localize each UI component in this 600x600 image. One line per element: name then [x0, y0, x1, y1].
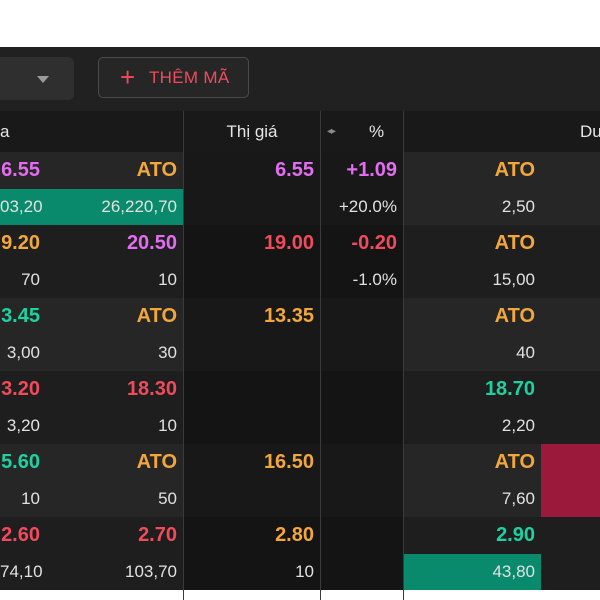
bid-price-1: ATO [136, 159, 177, 181]
ask-price-1: ATO [494, 159, 535, 181]
match-volume [184, 262, 320, 298]
table-row[interactable]: 5.60 ATO 10 50 16.50 ATO 7,60 [0, 444, 600, 517]
bid-price-2: 5.60 [1, 451, 40, 473]
price-change [321, 371, 403, 408]
bid-price-1: 20.50 [126, 232, 177, 254]
ask-volume-1: 43,80 [492, 562, 535, 581]
bid-volume-2: 3,20 [6, 416, 40, 435]
bid-price-1: 2.70 [138, 524, 177, 546]
match-volume [184, 335, 320, 371]
change-percent: -1.0% [352, 270, 397, 289]
column-divider [320, 111, 321, 600]
bid-price-1: 18.30 [126, 378, 177, 400]
match-column-bg [184, 152, 403, 225]
price-board: 6.55 ATO 03,20 26,220,70 6.55 +1.09 +20.0% ATO 2… [0, 152, 600, 590]
column-divider [403, 111, 404, 600]
match-column-bg [184, 298, 403, 371]
header-percent-label: % [369, 122, 385, 141]
match-price: 2.80 [275, 524, 314, 546]
ask-volume-1: 2,50 [501, 197, 535, 216]
bid-price-2: 3.20 [1, 378, 40, 400]
bid-volume-2: 10 [21, 489, 40, 508]
toolbar: + THÊM MÃ [0, 47, 600, 111]
table-row[interactable]: 3.20 18.30 3,20 10 18.70 2,20 [0, 371, 600, 444]
ask-highlight [541, 444, 600, 517]
bid-volume-2: 74,10 [0, 562, 43, 581]
bid-price-2: 6.55 [1, 159, 40, 181]
change-percent: +20.0% [338, 197, 397, 216]
match-column-bg [184, 225, 403, 298]
caret-down-icon [37, 76, 49, 83]
column-divider [183, 111, 184, 600]
header-ask-group: Du [404, 111, 600, 152]
price-change [321, 298, 403, 335]
match-volume [184, 481, 320, 517]
bid-price-2: 2.60 [1, 524, 40, 546]
header-bid-label: a [0, 122, 10, 141]
bid-price-2: 3.45 [1, 305, 40, 327]
change-percent [321, 554, 403, 590]
match-column-bg [184, 371, 403, 444]
top-blank-area [0, 0, 600, 47]
match-volume [184, 189, 320, 225]
bid-price-1: ATO [136, 305, 177, 327]
bid-volume-1: 26,220,70 [101, 197, 177, 216]
ask-price-1: ATO [494, 305, 535, 327]
ask-volume-1: 40 [516, 343, 535, 362]
ask-volume-1: 7,60 [501, 489, 535, 508]
exchange-dropdown[interactable] [0, 57, 74, 100]
match-price: 16.50 [263, 451, 314, 473]
header-match-price-label: Thị giá [226, 122, 278, 141]
bid-volume-1: 10 [158, 270, 177, 289]
plus-icon: + [120, 62, 136, 92]
match-column-bg [184, 444, 403, 517]
table-row[interactable]: 9.20 20.50 70 10 19.00 -0.20 -1.0% ATO 15,00 [0, 225, 600, 298]
match-price: 13.35 [263, 305, 314, 327]
match-column-bg [184, 517, 403, 590]
bid-volume-2: 03,20 [0, 197, 43, 216]
change-percent [321, 481, 403, 517]
bid-volume-1: 50 [158, 489, 177, 508]
ask-price-1: ATO [494, 232, 535, 254]
bid-price-1: ATO [136, 451, 177, 473]
price-change [321, 444, 403, 481]
price-change [321, 517, 403, 554]
match-price [184, 371, 320, 408]
table-row[interactable]: 6.55 ATO 03,20 26,220,70 6.55 +1.09 +20.0% ATO 2… [0, 152, 600, 225]
table-row[interactable]: 2.60 2.70 74,10 103,70 2.80 10 2.90 43,80 [0, 517, 600, 590]
header-match-price[interactable]: Thị giá [184, 111, 320, 152]
price-change: +1.09 [346, 159, 397, 181]
change-percent [321, 335, 403, 371]
header-bid-group: a [0, 111, 183, 152]
match-volume: 10 [295, 562, 314, 581]
header-ask-label: Du [580, 122, 600, 141]
bid-price-2: 9.20 [1, 232, 40, 254]
add-symbol-button[interactable]: + THÊM MÃ [98, 57, 249, 98]
bid-volume-2: 70 [21, 270, 40, 289]
bid-volume-1: 10 [158, 416, 177, 435]
bid-volume-2: 3,00 [6, 343, 40, 362]
match-price: 19.00 [263, 232, 314, 254]
toggle-arrows-icon[interactable]: ◂▸ [327, 126, 336, 137]
table-header: a Thị giá ◂▸ % Du [0, 111, 600, 152]
add-symbol-label: THÊM MÃ [149, 68, 230, 87]
ask-price-1: 18.70 [484, 378, 535, 400]
ask-volume-highlight [404, 554, 541, 590]
ask-price-1: 2.90 [496, 524, 535, 546]
volume-highlight [0, 189, 183, 225]
price-change: -0.20 [351, 232, 397, 254]
ask-volume-1: 15,00 [492, 270, 535, 289]
header-change-percent[interactable]: ◂▸ % [321, 111, 403, 152]
bid-volume-1: 30 [158, 343, 177, 362]
match-price: 6.55 [275, 159, 314, 181]
bid-volume-1: 103,70 [125, 562, 177, 581]
ask-price-1: ATO [494, 451, 535, 473]
change-percent [321, 408, 403, 444]
ask-volume-1: 2,20 [501, 416, 535, 435]
table-row[interactable]: 3.45 ATO 3,00 30 13.35 ATO 40 [0, 298, 600, 371]
match-volume [184, 408, 320, 444]
